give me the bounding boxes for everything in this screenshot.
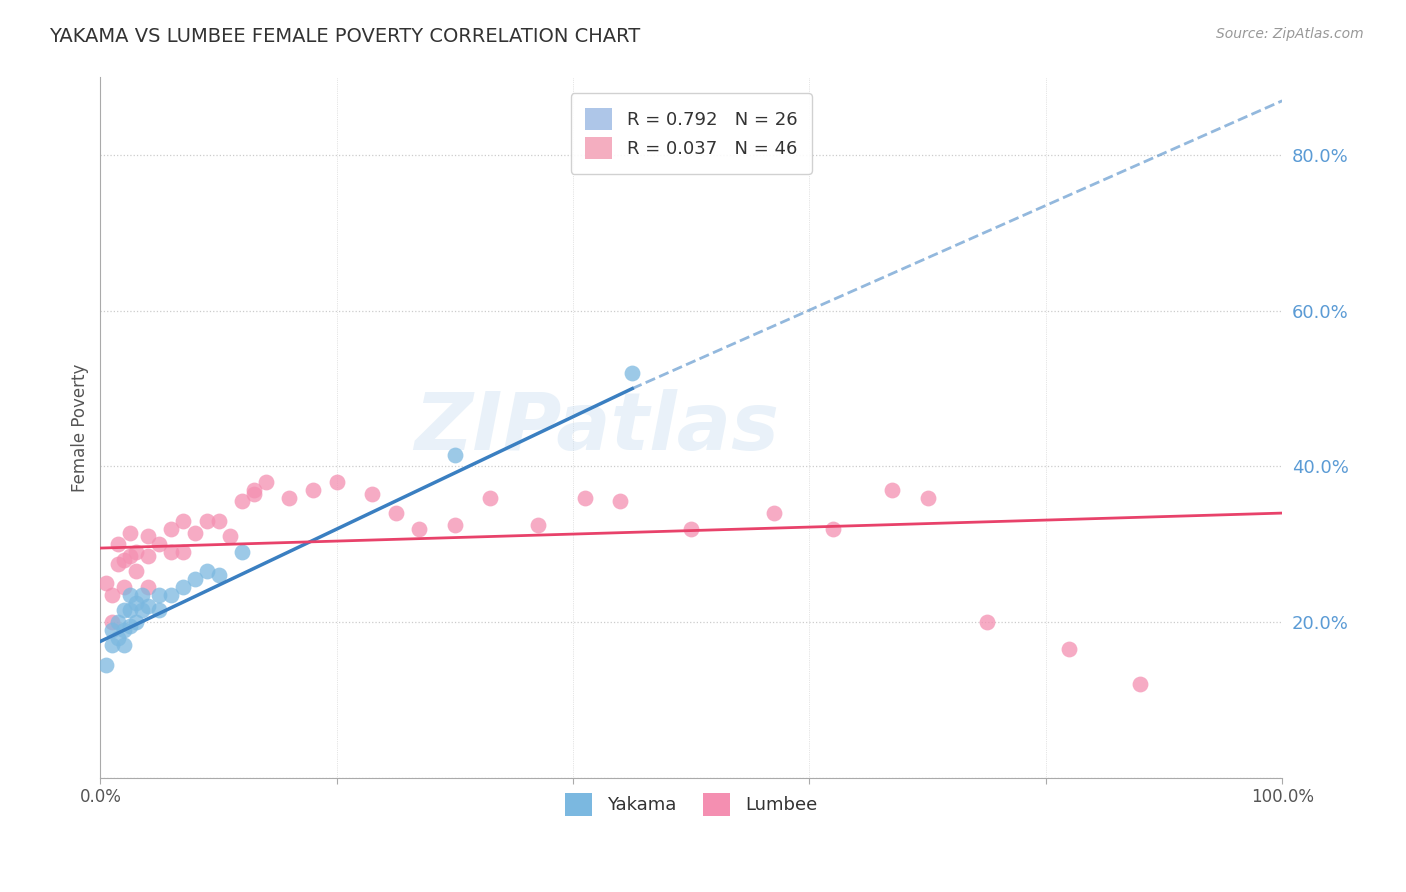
- Point: [118, 619, 141, 633]
- Point: [101, 588, 124, 602]
- Point: [136, 549, 159, 563]
- Point: [195, 514, 218, 528]
- Point: [101, 623, 124, 637]
- Text: YAKAMA VS LUMBEE FEMALE POVERTY CORRELATION CHART: YAKAMA VS LUMBEE FEMALE POVERTY CORRELAT…: [49, 27, 641, 45]
- Point: [243, 486, 266, 500]
- Point: [184, 525, 207, 540]
- Point: [148, 537, 170, 551]
- Point: [96, 657, 118, 672]
- Point: [361, 486, 384, 500]
- Point: [609, 494, 631, 508]
- Text: Source: ZipAtlas.com: Source: ZipAtlas.com: [1216, 27, 1364, 41]
- Point: [136, 599, 159, 614]
- Point: [107, 631, 129, 645]
- Point: [112, 553, 135, 567]
- Text: ZIPatlas: ZIPatlas: [415, 389, 779, 467]
- Point: [148, 588, 170, 602]
- Point: [254, 475, 277, 489]
- Point: [136, 580, 159, 594]
- Point: [101, 638, 124, 652]
- Point: [574, 491, 596, 505]
- Point: [763, 506, 786, 520]
- Point: [125, 595, 148, 609]
- Point: [207, 514, 229, 528]
- Point: [112, 580, 135, 594]
- Point: [526, 517, 548, 532]
- Point: [160, 588, 183, 602]
- Point: [385, 506, 408, 520]
- Point: [1059, 642, 1081, 657]
- Point: [172, 545, 194, 559]
- Point: [243, 483, 266, 497]
- Point: [125, 545, 148, 559]
- Point: [444, 448, 467, 462]
- Point: [172, 580, 194, 594]
- Point: [976, 615, 998, 629]
- Point: [112, 638, 135, 652]
- Point: [125, 615, 148, 629]
- Point: [172, 514, 194, 528]
- Point: [160, 545, 183, 559]
- Point: [118, 588, 141, 602]
- Point: [207, 568, 229, 582]
- Point: [823, 522, 845, 536]
- Point: [136, 529, 159, 543]
- Point: [1129, 677, 1152, 691]
- Y-axis label: Female Poverty: Female Poverty: [72, 363, 89, 491]
- Legend: Yakama, Lumbee: Yakama, Lumbee: [557, 784, 827, 824]
- Point: [479, 491, 502, 505]
- Point: [219, 529, 242, 543]
- Point: [96, 576, 118, 591]
- Point: [231, 545, 253, 559]
- Point: [160, 522, 183, 536]
- Point: [444, 517, 467, 532]
- Point: [107, 537, 129, 551]
- Point: [917, 491, 939, 505]
- Point: [125, 565, 148, 579]
- Point: [302, 483, 325, 497]
- Point: [882, 483, 904, 497]
- Point: [681, 522, 703, 536]
- Point: [112, 623, 135, 637]
- Point: [195, 565, 218, 579]
- Point: [118, 549, 141, 563]
- Point: [621, 366, 644, 380]
- Point: [112, 603, 135, 617]
- Point: [408, 522, 430, 536]
- Point: [118, 525, 141, 540]
- Point: [131, 588, 153, 602]
- Point: [107, 615, 129, 629]
- Point: [278, 491, 301, 505]
- Point: [118, 603, 141, 617]
- Point: [184, 572, 207, 586]
- Point: [107, 557, 129, 571]
- Point: [325, 475, 347, 489]
- Point: [101, 615, 124, 629]
- Point: [231, 494, 253, 508]
- Point: [148, 603, 170, 617]
- Point: [131, 603, 153, 617]
